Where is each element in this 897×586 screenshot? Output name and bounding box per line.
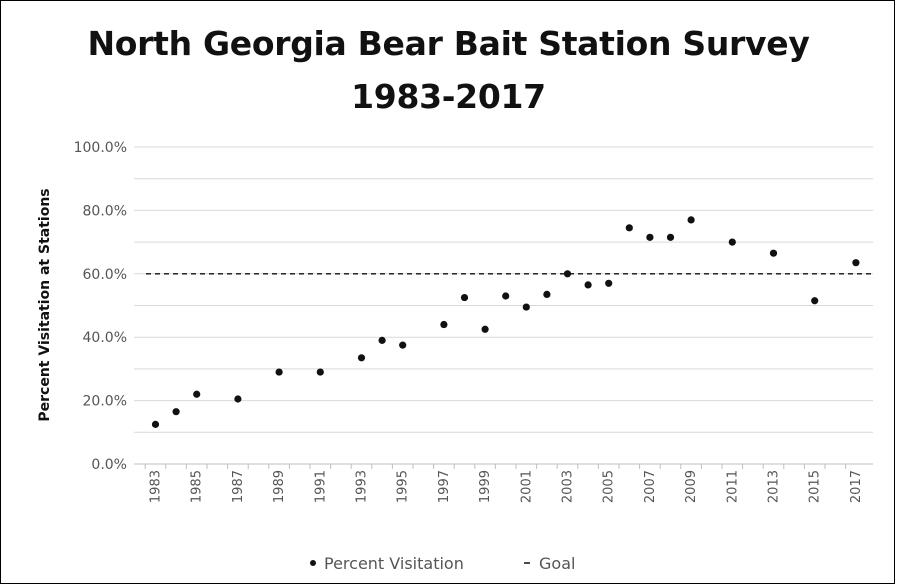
data-point <box>151 420 160 428</box>
data-point <box>481 325 489 333</box>
x-tick-label: 2003 <box>561 470 576 503</box>
x-tick-label: 1985 <box>190 470 205 503</box>
data-point <box>625 224 633 232</box>
x-tick-label: 2011 <box>725 470 740 503</box>
x-tick-label: 2005 <box>602 470 617 503</box>
x-tick-label: 1989 <box>272 470 287 503</box>
data-point <box>316 368 324 376</box>
data-point <box>543 290 551 299</box>
chart-title-line1: North Georgia Bear Bait Station Survey <box>87 24 810 63</box>
y-tick-label: 0.0% <box>91 457 127 473</box>
y-tick-label: 40.0% <box>83 330 127 346</box>
data-point <box>646 233 654 241</box>
x-tick-label: 2007 <box>643 470 658 503</box>
data-point <box>357 354 366 362</box>
data-point <box>522 303 530 311</box>
chart-title-line2: 1983-2017 <box>351 77 546 116</box>
x-tick-label: 2017 <box>849 470 864 503</box>
data-point <box>852 259 860 267</box>
y-tick-label: 20.0% <box>83 394 127 410</box>
legend-label-goal: Goal <box>539 554 575 573</box>
data-point <box>275 368 283 376</box>
data-point <box>399 341 407 349</box>
data-point <box>584 281 592 289</box>
x-tick-label: 2001 <box>519 470 534 503</box>
x-tick-label: 1999 <box>478 470 493 503</box>
data-point <box>460 293 469 302</box>
data-point <box>378 336 386 344</box>
x-tick-label: 1983 <box>149 470 164 503</box>
x-tick-label: 1997 <box>437 470 452 503</box>
data-point <box>193 390 201 398</box>
y-tick-label: 80.0% <box>83 203 127 219</box>
x-tick-label: 1995 <box>396 470 411 503</box>
data-point <box>811 297 819 305</box>
x-tick-label: 2009 <box>684 470 699 503</box>
data-point <box>666 233 675 241</box>
legend-label-percent-visitation: Percent Visitation <box>324 554 464 573</box>
data-point <box>502 292 510 300</box>
data-point <box>563 270 572 278</box>
data-point <box>172 408 180 416</box>
x-tick-label: 2013 <box>767 470 782 503</box>
x-tick-label: 1987 <box>231 470 246 503</box>
x-tick-label: 1993 <box>355 470 370 503</box>
data-point <box>687 216 695 224</box>
data-point <box>769 249 778 257</box>
x-tick-label: 1991 <box>313 470 328 503</box>
y-tick-label: 60.0% <box>83 267 127 283</box>
data-point <box>440 320 448 329</box>
y-tick-label: 100.0% <box>74 140 127 156</box>
x-tick-label: 2015 <box>808 470 823 503</box>
data-point <box>605 279 613 287</box>
data-point <box>234 395 242 403</box>
y-axis-label: Percent Visitation at Stations <box>37 188 53 421</box>
data-point <box>728 238 736 246</box>
legend-marker-percent-visitation <box>310 560 316 566</box>
